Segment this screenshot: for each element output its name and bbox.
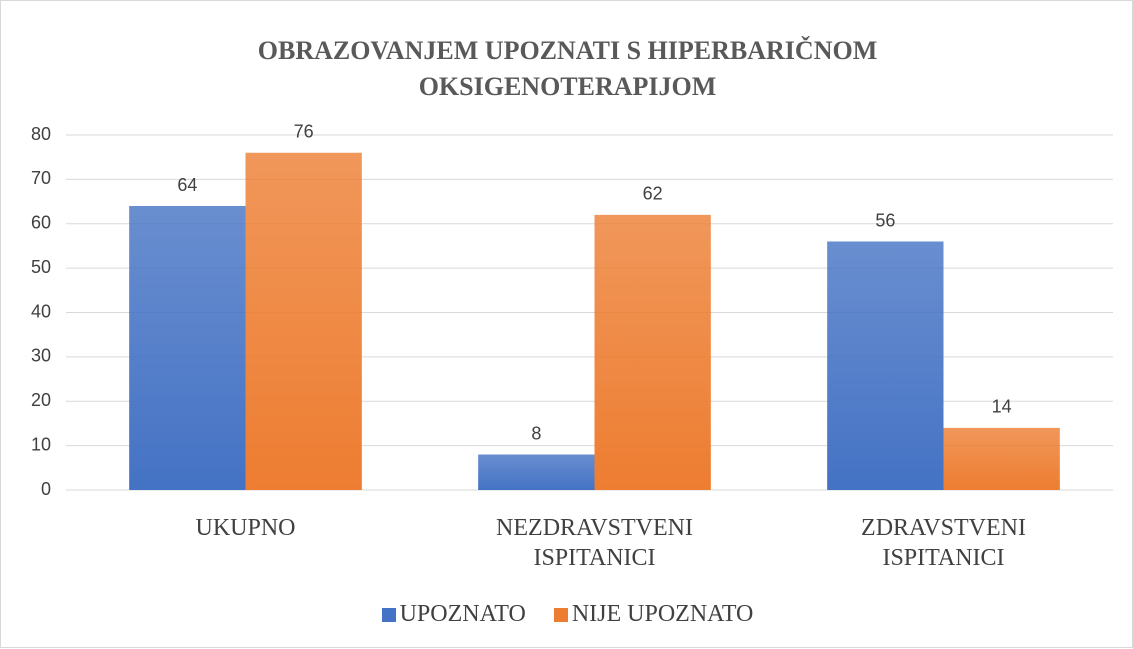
bar xyxy=(594,214,711,490)
data-label: 62 xyxy=(643,184,663,204)
x-tick-label: ZDRAVSTVENI ISPITANICI xyxy=(861,515,1026,571)
y-tick-label: 0 xyxy=(41,479,51,499)
y-tick-label: 30 xyxy=(31,346,51,366)
legend: UPOZNATO NIJE UPOZNATO xyxy=(1,601,1133,628)
bar xyxy=(478,454,595,490)
data-label: 56 xyxy=(875,210,895,230)
y-tick-label: 60 xyxy=(31,213,51,233)
bar xyxy=(245,152,362,490)
bar xyxy=(943,427,1060,490)
y-tick-label: 70 xyxy=(31,168,51,188)
y-tick-label: 50 xyxy=(31,257,51,277)
legend-item: UPOZNATO xyxy=(381,601,526,628)
data-label: 14 xyxy=(992,397,1012,417)
legend-label: UPOZNATO xyxy=(399,601,526,627)
x-tick-label: UKUPNO xyxy=(195,515,296,541)
legend-swatch xyxy=(553,607,568,622)
legend-item: NIJE UPOZNATO xyxy=(553,601,754,628)
data-label: 8 xyxy=(531,423,541,443)
x-tick-label: NEZDRAVSTVENI ISPITANICI xyxy=(496,515,693,571)
data-label: 64 xyxy=(177,175,197,195)
y-tick-label: 10 xyxy=(31,434,51,454)
y-tick-label: 40 xyxy=(31,301,51,321)
bar xyxy=(129,206,246,490)
y-tick-label: 20 xyxy=(31,390,51,410)
y-tick-label: 80 xyxy=(31,124,51,144)
legend-swatch xyxy=(381,607,396,622)
chart-title: OBRAZOVANJEM UPOZNATI S HIPERBARIČNOM OK… xyxy=(257,36,878,101)
data-label: 76 xyxy=(294,122,314,142)
legend-label: NIJE UPOZNATO xyxy=(571,601,754,627)
bar xyxy=(827,241,944,490)
